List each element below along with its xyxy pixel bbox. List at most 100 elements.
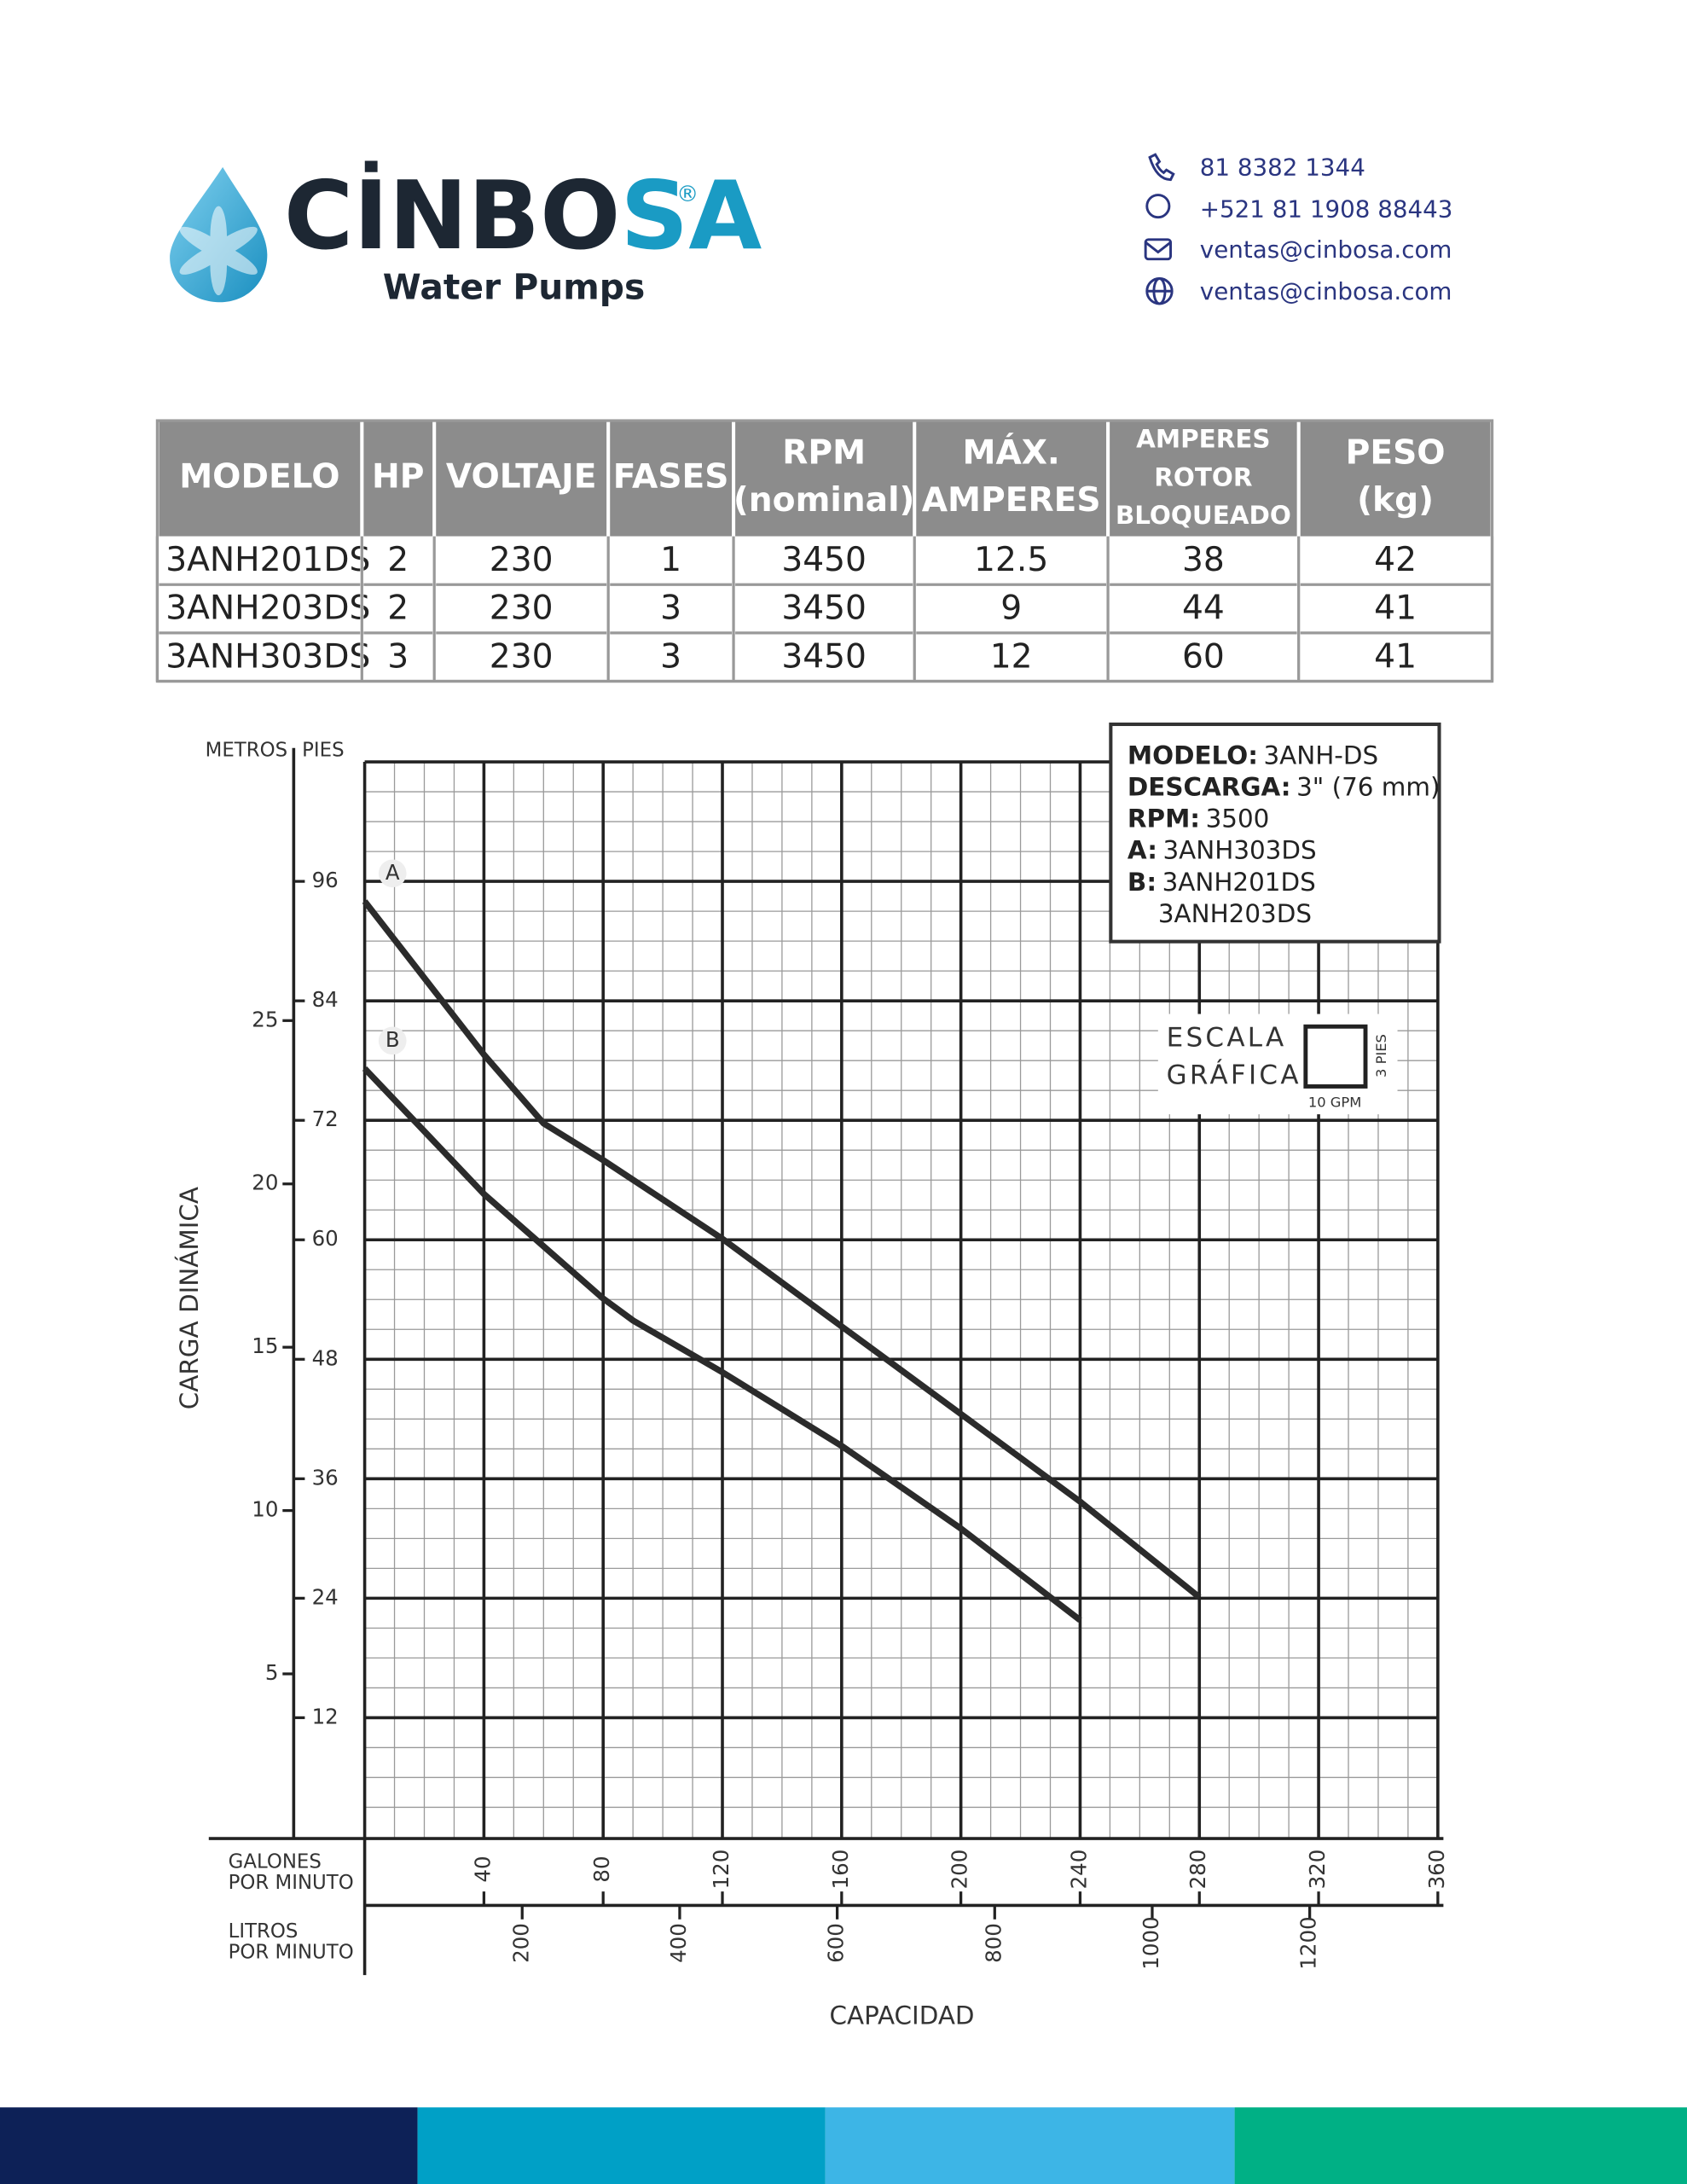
scale-title: GRÁFICA — [1167, 1060, 1301, 1091]
scale-bg — [1157, 1014, 1398, 1115]
x-unit: GALONES — [229, 1850, 322, 1873]
curve-label-bg — [378, 859, 407, 888]
table-cell: 12.5 — [974, 541, 1048, 579]
x-tick-label: 120 — [709, 1850, 733, 1890]
column-header: MODELO — [179, 457, 339, 496]
scale-y: 3 PIES — [1373, 1034, 1389, 1077]
curve-label-bg — [378, 1026, 407, 1055]
y2-tick-label: 10 — [252, 1497, 278, 1522]
x-tick-label: 200 — [948, 1850, 972, 1890]
chart: 12 24 36 48 60 72 84 96 5 10 15 20 25 40 80 120 160 200 24… — [174, 722, 1449, 2030]
spec-table: MODELO HP VOLTAJE FASES RPM (nominal) MÁX. AMPE… — [155, 419, 1494, 683]
column-header: AMPERES — [1136, 424, 1270, 453]
info-value: 3" (76 mm) — [1296, 772, 1440, 801]
column-header: RPM — [782, 434, 866, 473]
table-cell: 3450 — [781, 590, 867, 628]
table-cell: 44 — [1182, 590, 1225, 628]
table-frame — [155, 419, 1494, 683]
x-tick-label: 80 — [589, 1856, 614, 1882]
x-tick-label: 280 — [1186, 1850, 1210, 1890]
x-tick-label: 360 — [1424, 1850, 1449, 1890]
curve-label: A — [386, 860, 400, 885]
info-key: DESCARGA: — [1128, 772, 1291, 801]
table-cell: 41 — [1374, 637, 1417, 676]
y2-tick-label: 25 — [252, 1007, 278, 1031]
x-unit: POR MINUTO — [229, 1872, 354, 1894]
table-cell: 230 — [490, 541, 554, 579]
table-cell: 42 — [1374, 541, 1417, 579]
brand-dark: CİNBO — [284, 160, 621, 271]
table-cell: 41 — [1374, 590, 1417, 628]
column-header: PESO — [1346, 434, 1446, 473]
y2-tick-label: 20 — [252, 1170, 278, 1195]
info-value: 3ANH203DS — [1158, 898, 1312, 927]
x2-tick-label: 1000 — [1139, 1916, 1163, 1969]
table-cell: 2 — [387, 590, 409, 628]
column-header: BLOQUEADO — [1116, 501, 1291, 530]
tagline: Water Pumps — [383, 267, 645, 308]
y-tick-label: 84 — [312, 987, 339, 1012]
info-line: MODELO: 3ANH-DS — [1128, 741, 1378, 770]
table-cell: 60 — [1182, 637, 1225, 676]
scale-x: 10 GPM — [1308, 1095, 1361, 1111]
table-cell: 230 — [490, 637, 554, 676]
column-header: FASES — [613, 457, 729, 496]
table-cell: 9 — [1000, 590, 1022, 628]
info-line: A: 3ANH303DS — [1128, 835, 1317, 864]
table-cell: 12 — [990, 637, 1033, 676]
info-key: RPM: — [1128, 804, 1200, 833]
info-key: MODELO: — [1128, 741, 1258, 770]
info-value: 3ANH-DS — [1263, 741, 1378, 770]
column-header: AMPERES — [922, 481, 1101, 520]
registered: ® — [676, 182, 699, 207]
brand: CİNBOSA — [284, 160, 762, 271]
x-axis-title: CAPACIDAD — [830, 2001, 975, 2030]
scale-title: ESCALA — [1167, 1022, 1287, 1053]
table-cell: 3450 — [781, 541, 867, 579]
y2-tick-label: 5 — [265, 1660, 279, 1685]
contact-icons — [1144, 153, 1175, 305]
x2-tick-label: 200 — [508, 1923, 533, 1963]
info-value: 3500 — [1206, 804, 1270, 833]
logo-icon — [170, 166, 268, 303]
y-tick-label: 36 — [312, 1465, 339, 1490]
info-value: 3ANH201DS — [1162, 867, 1316, 896]
info-line: DESCARGA: 3" (76 mm) — [1128, 772, 1441, 801]
table-cell: 1 — [660, 541, 681, 579]
brand-accent: SA — [620, 161, 762, 271]
info-key: B: — [1128, 867, 1157, 896]
x-tick-label: 40 — [470, 1856, 495, 1882]
info-line: B: 3ANH201DS — [1128, 867, 1316, 896]
y-tick-label: 12 — [312, 1704, 339, 1728]
column-header: ROTOR — [1154, 462, 1253, 491]
column-header: VOLTAJE — [446, 457, 597, 496]
info-line: 3ANH203DS — [1158, 898, 1312, 927]
y2-unit: METROS — [206, 739, 287, 761]
info-line: RPM: 3500 — [1128, 804, 1269, 833]
table-cell: 230 — [490, 590, 554, 628]
contact: ventas@cinbosa.com — [1200, 235, 1452, 264]
contact: ventas@cinbosa.com — [1200, 277, 1452, 305]
y-unit: PIES — [302, 739, 344, 761]
x-tick-label: 320 — [1305, 1850, 1330, 1890]
curve-label: B — [386, 1027, 400, 1052]
x2-unit: LITROS — [229, 1920, 299, 1943]
curve — [362, 899, 1202, 1600]
info-value: 3ANH303DS — [1162, 835, 1316, 864]
y-tick-label: 72 — [312, 1107, 339, 1131]
contact: +521 81 1908 88443 — [1200, 195, 1453, 224]
info-box — [1109, 722, 1441, 944]
table-cell: 3ANH303DS — [165, 637, 370, 676]
x2-tick-label: 800 — [981, 1923, 1006, 1963]
column-header: (nominal) — [733, 481, 914, 520]
table-cell: 38 — [1182, 541, 1225, 579]
x-tick-label: 160 — [828, 1850, 853, 1890]
x2-tick-label: 400 — [666, 1923, 691, 1963]
table-cell: 3450 — [781, 637, 867, 676]
y-tick-label: 48 — [312, 1345, 339, 1370]
x2-unit: POR MINUTO — [229, 1941, 354, 1963]
contacts: 81 8382 1344 +521 81 1908 88443 ventas@cin… — [1200, 154, 1453, 305]
table-cell: 3ANH203DS — [165, 590, 370, 628]
x-tick-label: 240 — [1066, 1850, 1091, 1890]
